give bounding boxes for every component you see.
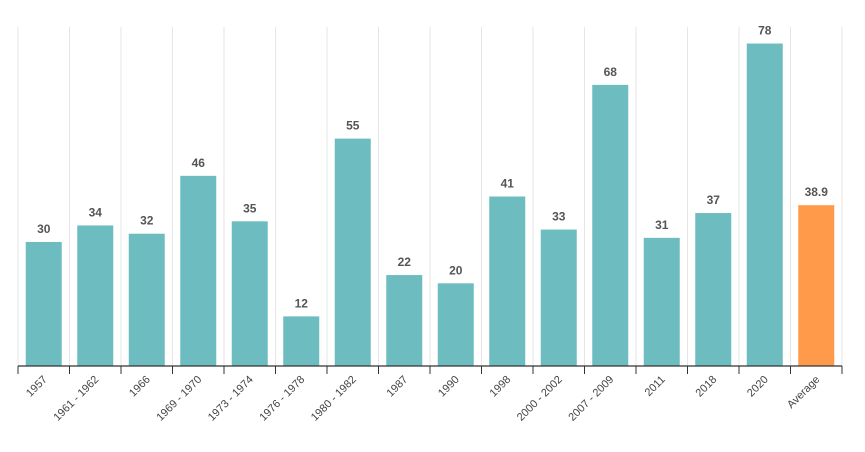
bar-value-label: 30	[37, 222, 51, 236]
bar-value-label: 34	[89, 205, 103, 219]
bar	[77, 225, 114, 366]
bar	[386, 275, 423, 366]
bar-value-label: 55	[346, 119, 360, 133]
bar-value-label: 46	[192, 156, 206, 170]
grid-layer	[17, 27, 843, 366]
bar-value-label: 12	[295, 296, 309, 310]
x-tick-label: Average	[785, 374, 822, 411]
x-tick-label: 1976 - 1978	[257, 374, 307, 424]
x-tick-label: 2018	[694, 374, 720, 400]
x-tick-label: 1987	[385, 374, 411, 400]
x-tick-label: 1969 - 1970	[154, 374, 204, 424]
x-tick-label: 1961 - 1962	[51, 374, 101, 424]
bar	[128, 233, 165, 366]
x-tick-label: 1966	[127, 374, 153, 400]
value-labels-layer: 30 34 32 46 35 12 55 22 20 41 33 68 31 37 78 38.9	[37, 24, 828, 311]
x-tick-label: 2011	[643, 374, 668, 399]
bar	[746, 43, 783, 366]
bar-value-label: 41	[501, 177, 515, 191]
bar-value-label: 78	[758, 24, 772, 38]
x-tick-label: 1998	[488, 374, 514, 400]
bar	[592, 84, 629, 366]
x-axis	[17, 365, 843, 374]
bar	[695, 213, 732, 366]
bar-value-label: 35	[243, 201, 257, 215]
bar	[437, 283, 474, 366]
bar	[231, 221, 268, 366]
bar	[643, 237, 680, 366]
x-tick-label: 2007 - 2009	[566, 374, 616, 424]
x-tick-label: 1990	[436, 374, 462, 400]
x-tick-label: 2000 - 2002	[515, 374, 565, 424]
bar-average	[798, 205, 835, 366]
x-axis-tick-labels: 1957 1961 - 1962 1966 1969 - 1970 1973 - 197…	[24, 374, 822, 424]
bar	[489, 196, 526, 366]
x-tick-label: 1957	[24, 374, 50, 400]
bar-value-label: 22	[398, 255, 412, 269]
bar	[283, 316, 320, 366]
x-tick-label: 1973 - 1974	[206, 374, 256, 424]
bar-value-label: 31	[655, 218, 669, 232]
bar-value-label: 37	[707, 193, 721, 207]
bar	[540, 229, 577, 366]
x-tick-label: 1980 - 1982	[309, 374, 359, 424]
bar	[180, 175, 217, 366]
bar	[25, 241, 62, 366]
bar	[334, 138, 371, 366]
bar-value-label: 38.9	[805, 185, 829, 199]
bar-value-label: 32	[140, 214, 154, 228]
bar-value-label: 33	[552, 210, 566, 224]
bars-layer	[25, 43, 835, 366]
bar-value-label: 20	[449, 263, 463, 277]
x-tick-label: 2020	[745, 374, 771, 400]
bar-value-label: 68	[604, 65, 618, 79]
